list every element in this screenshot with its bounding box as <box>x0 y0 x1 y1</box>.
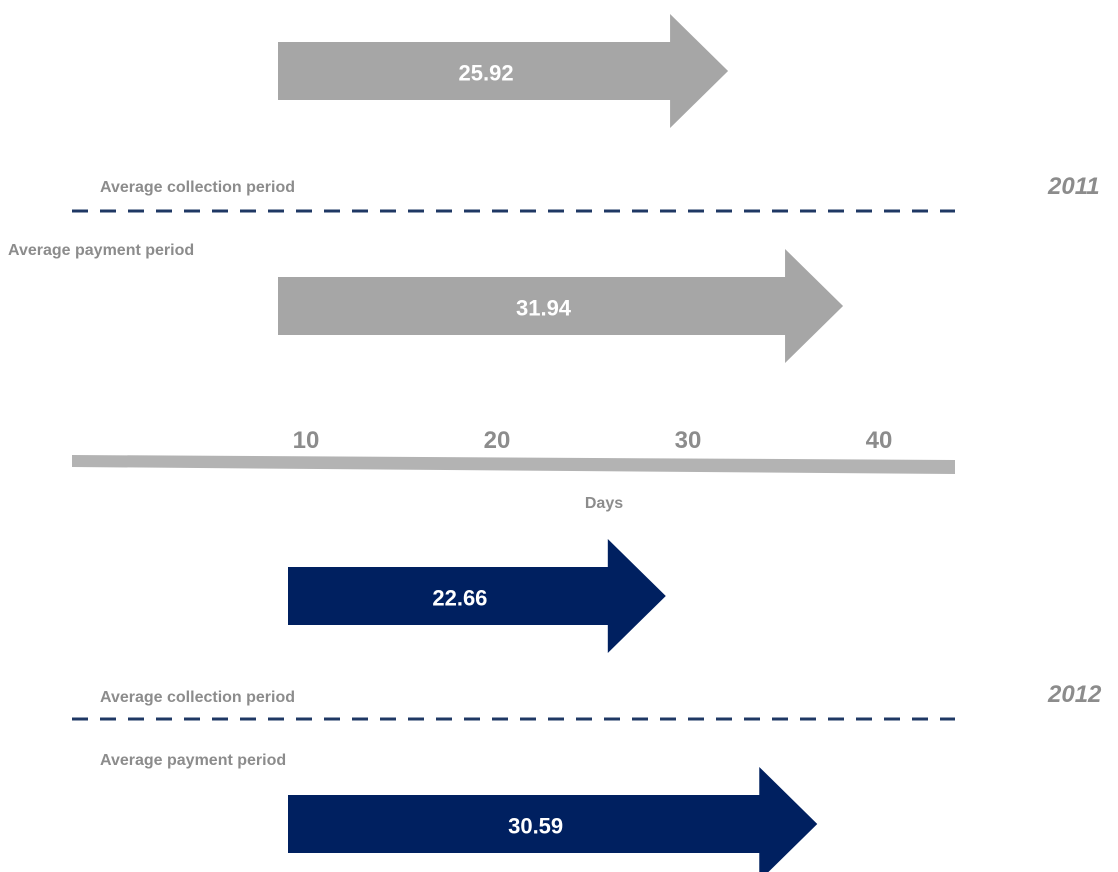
arrow-2012-payment <box>288 767 818 872</box>
tick-label-10: 10 <box>293 427 320 454</box>
year-2011: 2011 <box>1047 173 1100 200</box>
days-axis: 10 20 30 40 Days <box>72 427 955 512</box>
tick-label-30: 30 <box>675 427 702 454</box>
label-2011-payment: Average payment period <box>8 242 194 259</box>
arrow-2012-collection-value: 22.66 <box>432 586 487 611</box>
arrow-2012-collection <box>288 539 666 653</box>
arrow-2011-payment-value: 31.94 <box>516 296 572 321</box>
group-2011: 25.92 Average collection period 2011 Ave… <box>8 14 1100 363</box>
axis-bar <box>72 455 955 474</box>
arrow-2011-payment <box>278 249 844 363</box>
arrow-2011-collection-value: 25.92 <box>459 61 514 86</box>
group-2012: 22.66 Average collection period 2012 Ave… <box>72 539 1102 872</box>
tick-label-20: 20 <box>484 427 511 454</box>
label-2012-payment: Average payment period <box>100 752 286 769</box>
tick-label-40: 40 <box>866 427 893 454</box>
year-2012: 2012 <box>1047 681 1102 708</box>
label-2011-collection: Average collection period <box>100 179 295 196</box>
label-2012-collection: Average collection period <box>100 689 295 706</box>
axis-label-days: Days <box>585 495 623 512</box>
arrow-2011-collection <box>278 14 729 128</box>
arrow-2012-payment-value: 30.59 <box>508 814 563 839</box>
